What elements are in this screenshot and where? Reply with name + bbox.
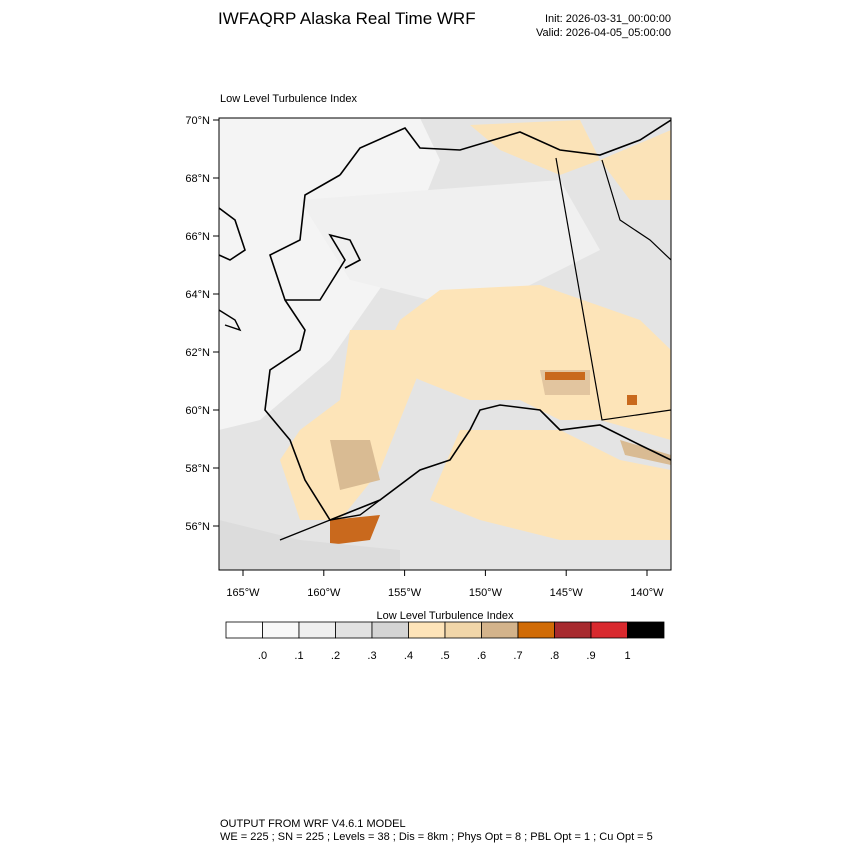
- field-orange: [545, 372, 585, 380]
- field-tan: [470, 120, 600, 175]
- lat-tick-label: 62°N: [185, 347, 210, 359]
- field-tan: [600, 130, 671, 200]
- colorbar-tick-label: 1: [624, 650, 630, 662]
- colorbar-tick-label: .3: [367, 650, 376, 662]
- lon-tick-label: 155°W: [388, 587, 422, 599]
- lat-tick-label: 70°N: [185, 115, 210, 127]
- colorbar-box: [371, 621, 409, 639]
- colorbar-box: [298, 621, 336, 639]
- main-title: IWFAQRP Alaska Real Time WRF: [218, 9, 476, 28]
- axes: 70°N 68°N 66°N 64°N 62°N 60°N 58°N 56°N 165°W 160…: [185, 115, 664, 599]
- lat-tick-label: 66°N: [185, 231, 210, 243]
- field-brown: [620, 440, 671, 465]
- border: [555, 157, 671, 421]
- lat-tick-label: 58°N: [185, 463, 210, 475]
- colorbar-box: [262, 621, 300, 639]
- colorbar-tick-label: .7: [513, 650, 522, 662]
- colorbar: .0 .1 .2 .3 .4 .5 .6 .7 .8 .9 1: [225, 621, 665, 662]
- field-light: [300, 180, 600, 300]
- lat-tick-label: 64°N: [185, 289, 210, 301]
- field-gray: [219, 520, 400, 570]
- field-orange: [627, 395, 637, 405]
- colorbar-tick-label: .5: [440, 650, 449, 662]
- colorbar-tick-label: .8: [550, 650, 559, 662]
- init-time: Init: 2026-03-31_00:00:00: [545, 13, 671, 25]
- lat-tick-label: 68°N: [185, 173, 210, 185]
- lon-tick-label: 160°W: [307, 587, 341, 599]
- map-title: Low Level Turbulence Index: [220, 93, 357, 105]
- colorbar-tick-label: .1: [294, 650, 303, 662]
- lon-tick-label: 150°W: [469, 587, 503, 599]
- lat-tick-label: 56°N: [185, 521, 210, 533]
- valid-time: Valid: 2026-04-05_05:00:00: [536, 27, 671, 39]
- colorbar-title: Low Level Turbulence Index: [377, 610, 514, 622]
- lon-tick-label: 140°W: [630, 587, 664, 599]
- colorbar-box: [517, 621, 555, 639]
- field-tan: [430, 430, 671, 540]
- colorbar-tick-label: .6: [477, 650, 486, 662]
- colorbar-tick-label: .0: [258, 650, 267, 662]
- field-brown: [330, 440, 380, 490]
- map-field: [219, 118, 671, 570]
- colorbar-box: [444, 621, 482, 639]
- colorbar-tick-label: .2: [331, 650, 340, 662]
- field-orange: [330, 515, 380, 545]
- colorbar-box: [335, 621, 373, 639]
- colorbar-tick-label: .4: [404, 650, 413, 662]
- colorbar-tick-label: .9: [586, 650, 595, 662]
- footer-line: WE = 225 ; SN = 225 ; Levels = 38 ; Dis …: [220, 831, 653, 843]
- colorbar-box: [554, 621, 592, 639]
- lon-tick-label: 145°W: [550, 587, 584, 599]
- colorbar-box: [481, 621, 519, 639]
- coastline: [219, 119, 671, 521]
- colorbar-box: [627, 621, 665, 639]
- lat-tick-label: 60°N: [185, 405, 210, 417]
- lon-tick-label: 165°W: [226, 587, 260, 599]
- map-frame: [218, 117, 672, 571]
- colorbar-box: [590, 621, 628, 639]
- colorbar-box: [408, 621, 446, 639]
- colorbar-box: [225, 621, 263, 639]
- footer-line: OUTPUT FROM WRF V4.6.1 MODEL: [220, 818, 406, 830]
- field-tan: [280, 330, 420, 520]
- coastline: [219, 309, 381, 541]
